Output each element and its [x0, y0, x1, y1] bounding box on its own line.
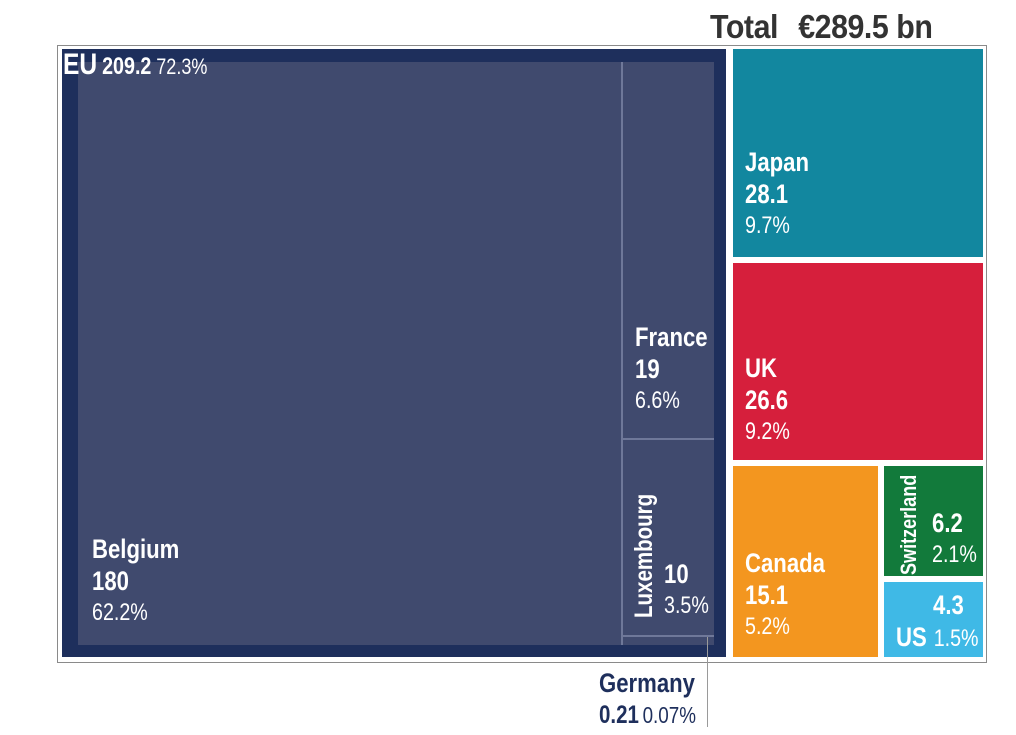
japan-share: 9.7% — [745, 212, 790, 239]
japan-label: Japan 28.1 9.7% — [745, 146, 809, 242]
tile-eu-inner — [78, 62, 714, 645]
switzerland-value: 6.2 — [932, 508, 963, 538]
germany-value: 0.21 — [599, 701, 639, 729]
belgium-value: 180 — [92, 566, 129, 596]
luxembourg-name: Luxembourg — [630, 493, 658, 618]
us-value-wrap: 4.3 — [933, 589, 964, 621]
tile-canada — [733, 466, 878, 657]
us-name: US — [896, 622, 927, 652]
belgium-share: 62.2% — [92, 599, 148, 626]
belgium-name: Belgium — [92, 534, 180, 564]
eu-divider-france — [623, 438, 714, 440]
france-name: France — [635, 322, 708, 352]
france-value: 19 — [635, 354, 660, 384]
uk-share: 9.2% — [745, 418, 790, 445]
france-label: France 19 6.6% — [635, 321, 708, 417]
eu-divider-vertical — [621, 62, 623, 645]
uk-name: UK — [745, 353, 777, 383]
chart-total: Total €289.5 bn — [710, 8, 933, 46]
germany-name: Germany — [599, 668, 695, 698]
switzerland-label: 6.2 2.1% — [932, 507, 977, 571]
eu-value: 209.2 — [102, 53, 152, 80]
luxembourg-value: 10 — [664, 559, 689, 589]
canada-value: 15.1 — [745, 580, 789, 610]
tile-japan — [733, 49, 983, 257]
germany-leader-line — [707, 637, 708, 727]
canada-name: Canada — [745, 548, 825, 578]
japan-value: 28.1 — [745, 179, 789, 209]
switzerland-share: 2.1% — [932, 541, 977, 568]
eu-share: 72.3% — [156, 54, 208, 79]
eu-divider-luxembourg — [623, 635, 714, 637]
germany-label: Germany 0.21 0.07% — [599, 667, 696, 735]
canada-label: Canada 15.1 5.2% — [745, 547, 825, 643]
eu-name: EU — [63, 48, 98, 81]
tile-us — [884, 582, 983, 657]
belgium-label: Belgium 180 62.2% — [92, 533, 179, 629]
luxembourg-label: 10 3.5% — [664, 558, 709, 622]
us-share: 1.5% — [933, 625, 979, 652]
total-label: Total — [710, 8, 778, 45]
germany-share: 0.07% — [642, 702, 697, 728]
luxembourg-share: 3.5% — [664, 592, 709, 619]
switzerland-name-wrap: Switzerland — [896, 453, 922, 575]
luxembourg-name-wrap: Luxembourg — [629, 467, 659, 618]
france-share: 6.6% — [635, 387, 680, 414]
uk-label: UK 26.6 9.2% — [745, 352, 790, 448]
chart-frame — [57, 45, 987, 663]
us-value: 4.3 — [933, 590, 964, 620]
switzerland-name: Switzerland — [896, 474, 921, 575]
tile-switzerland — [884, 466, 983, 576]
tile-uk — [733, 263, 983, 460]
total-value: €289.5 bn — [798, 8, 933, 45]
japan-name: Japan — [745, 147, 809, 177]
uk-value: 26.6 — [745, 385, 789, 415]
canada-share: 5.2% — [745, 613, 790, 640]
eu-header: EU 209.2 72.3% — [63, 48, 207, 82]
us-label: US 1.5% — [896, 621, 979, 655]
